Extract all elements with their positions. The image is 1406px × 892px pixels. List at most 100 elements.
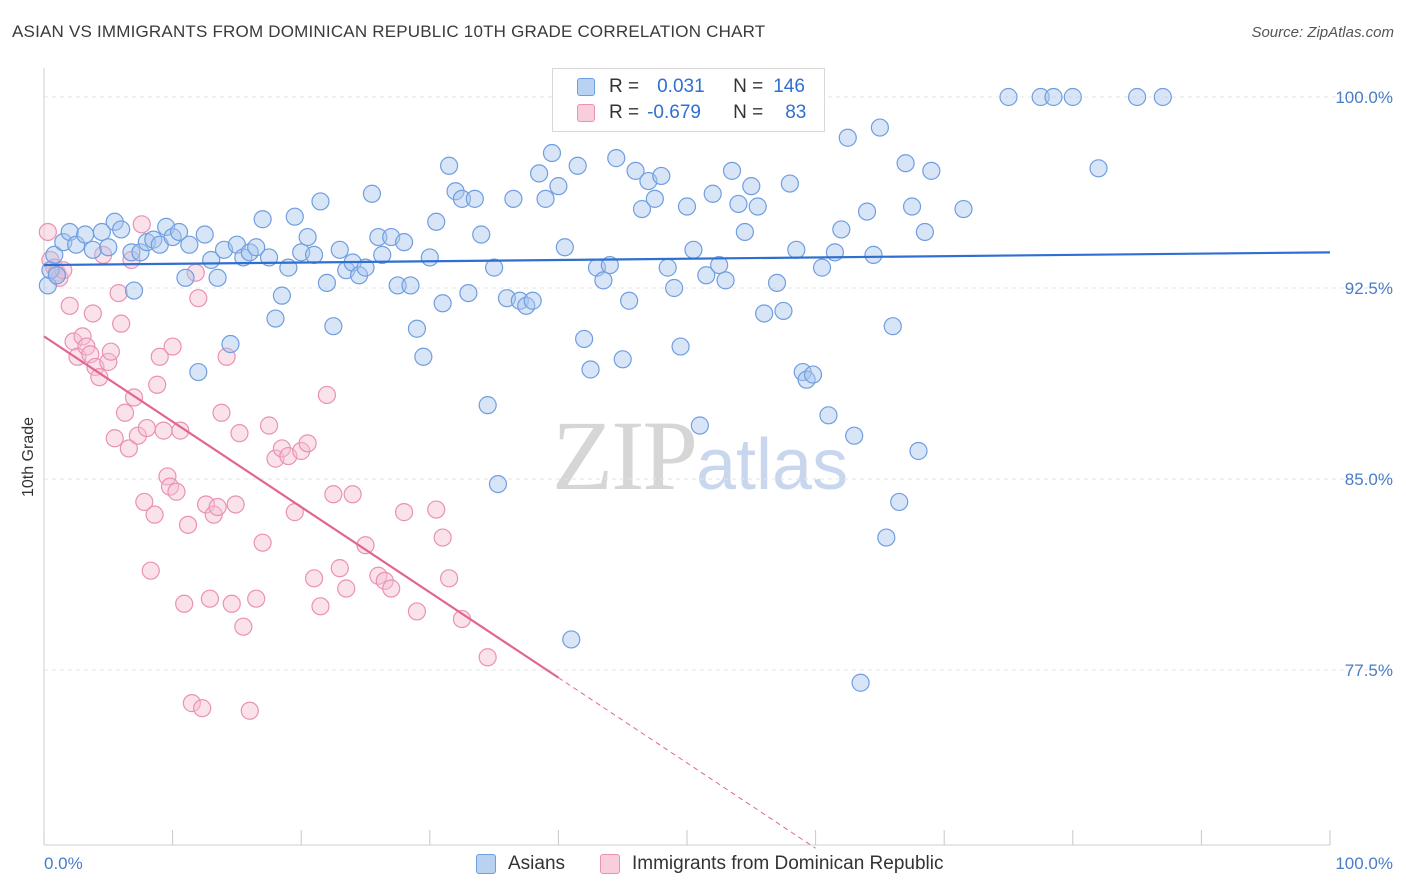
dominican-point: [145, 505, 164, 524]
y-axis-label: 10th Grade: [20, 417, 37, 497]
asian-point: [99, 238, 118, 257]
dominican-point: [311, 597, 330, 616]
asian-point: [716, 271, 735, 290]
asian-point: [883, 317, 902, 336]
dominican-point: [200, 589, 219, 608]
asian-point: [266, 309, 285, 328]
asian-point: [864, 245, 883, 264]
dominican-points: [38, 215, 497, 720]
dominican-trend-line: [43, 335, 560, 679]
asian-point: [607, 149, 626, 168]
dominican-point: [112, 314, 131, 333]
asian-point: [394, 233, 414, 252]
legend-row-dominican: R = -0.679 N = 83: [577, 101, 806, 125]
dominican-point: [304, 569, 324, 588]
y-tick-label: 100.0%: [1335, 88, 1393, 107]
dominican-point: [167, 482, 186, 501]
asian-point: [459, 283, 478, 303]
asian-point: [915, 222, 935, 242]
asian-point: [767, 273, 787, 293]
asian-point: [890, 492, 909, 512]
dominican-point: [90, 368, 109, 387]
dominican-point: [115, 403, 135, 422]
asian-point: [112, 220, 131, 239]
dominican-point: [427, 500, 446, 519]
axes: [43, 68, 1331, 846]
asian-point: [703, 184, 722, 203]
asian-point: [356, 258, 375, 277]
asian-point: [613, 350, 632, 369]
asian-point: [665, 278, 684, 298]
dominican-point: [433, 528, 452, 547]
asian-point: [1044, 87, 1063, 107]
asian-point: [465, 189, 484, 208]
asian-point: [407, 319, 427, 338]
dominican-point: [330, 559, 349, 578]
asian-point: [47, 266, 66, 285]
bottom-legend-swatch-dominican: [600, 854, 620, 874]
asian-point: [38, 276, 57, 295]
asian-point: [414, 347, 433, 366]
asian-point: [780, 174, 799, 193]
dominican-point: [478, 648, 497, 667]
dominican-point: [38, 222, 57, 242]
asian-point: [253, 210, 272, 229]
asian-point: [317, 273, 337, 293]
asian-point: [626, 161, 645, 180]
asian-point: [803, 365, 823, 384]
asian-point: [845, 426, 864, 445]
asian-point: [311, 192, 330, 211]
asian-point: [304, 245, 324, 264]
asian-point: [568, 156, 587, 175]
dominican-point: [83, 304, 102, 323]
bottom-legend-asians: Asians: [476, 851, 565, 877]
dominican-point: [240, 701, 259, 720]
dominican-point: [272, 439, 292, 458]
asian-point: [575, 329, 594, 349]
asian-points: [38, 87, 1172, 692]
asian-point: [684, 240, 703, 259]
asian-point: [83, 240, 102, 259]
asian-point: [45, 245, 64, 264]
asian-point: [1031, 87, 1050, 107]
legend-r-label: R =: [609, 102, 640, 123]
asian-point: [922, 161, 941, 180]
bottom-legend-label-asians: Asians: [508, 853, 566, 874]
asian-point: [1063, 87, 1082, 107]
legend-n-label: N =: [733, 76, 764, 97]
dominican-point: [226, 495, 245, 514]
asian-point: [652, 166, 671, 186]
dominican-point: [208, 497, 227, 517]
asian-point: [870, 118, 890, 137]
dominican-point: [163, 337, 182, 356]
dominican-point: [73, 327, 92, 346]
asian-point: [373, 245, 392, 264]
asian-point: [877, 528, 896, 547]
asian-point: [452, 189, 472, 208]
dominican-point: [154, 421, 173, 440]
chart-source: Source: ZipAtlas.com: [1251, 24, 1394, 41]
bottom-legend-dominican: Immigrants from Dominican Republic: [600, 851, 944, 877]
dominican-point: [324, 485, 343, 504]
asian-point: [369, 227, 388, 247]
dominican-point: [439, 569, 459, 588]
asian-point: [105, 212, 124, 231]
asian-point: [581, 360, 600, 379]
asian-point: [488, 474, 508, 494]
asian-point: [439, 156, 459, 175]
asian-point: [697, 266, 716, 285]
asian-point: [819, 406, 838, 425]
dominican-point: [317, 385, 337, 405]
dominican-point: [148, 375, 167, 394]
legend-r-label: R =: [609, 76, 640, 97]
asian-point: [76, 225, 95, 244]
asian-point: [755, 304, 774, 323]
asian-point: [536, 189, 555, 208]
asian-point: [420, 248, 439, 267]
legend-row-asians: R = 0.031 N = 146: [577, 75, 805, 99]
asian-point: [954, 199, 973, 219]
asian-point: [427, 212, 446, 231]
dominican-point: [394, 503, 414, 522]
dominican-point: [196, 495, 216, 514]
asian-point: [247, 238, 266, 257]
